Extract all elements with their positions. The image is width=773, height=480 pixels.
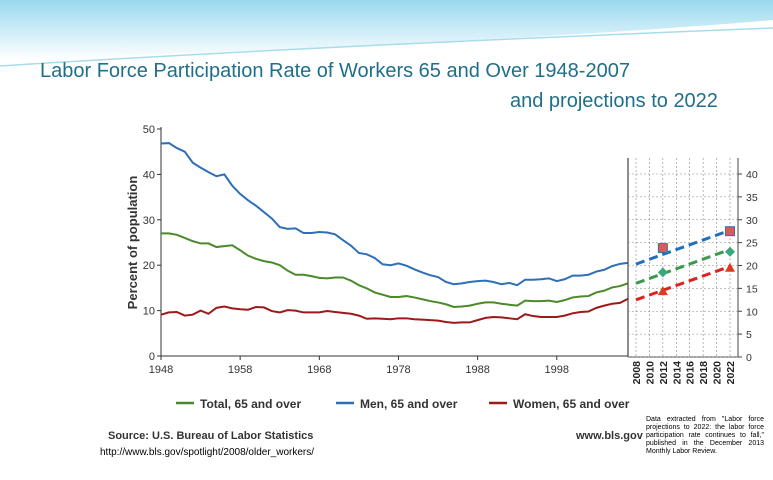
projection-y-tick-label: 35: [746, 192, 758, 204]
source-label: Source: U.S. Bureau of Labor Statistics: [108, 430, 314, 442]
projection-y-tick-label: 40: [746, 169, 758, 181]
header-wave: [0, 0, 773, 60]
y-tick-label: 40: [143, 169, 155, 181]
website-label: www.bls.gov: [576, 430, 643, 442]
y-tick-label: 30: [143, 215, 155, 227]
legend-label-women: Women, 65 and over: [513, 397, 630, 411]
projection-note: Data extracted from "Labor force project…: [646, 416, 764, 455]
x-tick-label: 1948: [149, 364, 173, 376]
main-plot-panel: [96, 115, 636, 442]
projection-x-tick-label: 2010: [644, 361, 656, 385]
projection-y-tick-label: 10: [746, 306, 758, 318]
y-tick-label: 0: [149, 351, 155, 363]
projection-marker-total: [657, 267, 668, 278]
projection-marker-women: [657, 286, 668, 296]
projection-x-tick-label: 2018: [698, 361, 710, 385]
x-tick-label: 1988: [465, 364, 489, 376]
series-line-women: [160, 297, 629, 324]
projection-marker-total: [725, 246, 735, 257]
y-tick-label: 20: [143, 260, 155, 272]
chart-subtitle: and projections to 2022: [510, 90, 718, 112]
projection-x-tick-label: 2012: [658, 361, 670, 385]
y-tick-label: 10: [143, 306, 155, 318]
projection-marker-men: [725, 226, 735, 237]
projection-y-tick-label: 15: [746, 283, 758, 295]
projection-line-proj_women: [635, 265, 731, 302]
projection-line-proj_total: [635, 248, 731, 285]
projection-marker-women: [725, 262, 735, 272]
x-tick-label: 1978: [386, 364, 410, 376]
projection-x-tick-label: 2008: [631, 361, 643, 385]
projection-marker-men: [657, 243, 668, 254]
x-tick-label: 1958: [228, 364, 252, 376]
projection-y-tick-label: 25: [746, 238, 758, 250]
legend-label-men: Men, 65 and over: [360, 397, 458, 411]
projection-y-tick-label: 5: [746, 329, 752, 341]
projection-line-proj_men: [635, 228, 731, 266]
projection-y-tick-label: 20: [746, 261, 758, 273]
projection-y-tick-label: 30: [746, 215, 758, 227]
y-axis-label: Percent of population: [125, 176, 140, 310]
projection-x-tick-label: 2020: [712, 361, 724, 385]
header-wave-line: [0, 27, 773, 67]
projection-x-tick-label: 2022: [725, 361, 737, 385]
y-tick-label: 50: [143, 124, 155, 136]
x-tick-label: 1968: [307, 364, 331, 376]
x-tick-label: 1998: [545, 364, 569, 376]
projection-x-tick-label: 2016: [685, 361, 697, 385]
projection-y-tick-label: 0: [746, 352, 752, 364]
projection-x-tick-label: 2014: [671, 361, 683, 385]
legend-label-total: Total, 65 and over: [200, 397, 301, 411]
series-line-total: [161, 232, 629, 308]
series-line-men: [160, 142, 629, 287]
chart-title: Labor Force Participation Rate of Worker…: [40, 60, 630, 82]
source-url[interactable]: http://www.bls.gov/spotlight/2008/older_…: [100, 447, 314, 458]
